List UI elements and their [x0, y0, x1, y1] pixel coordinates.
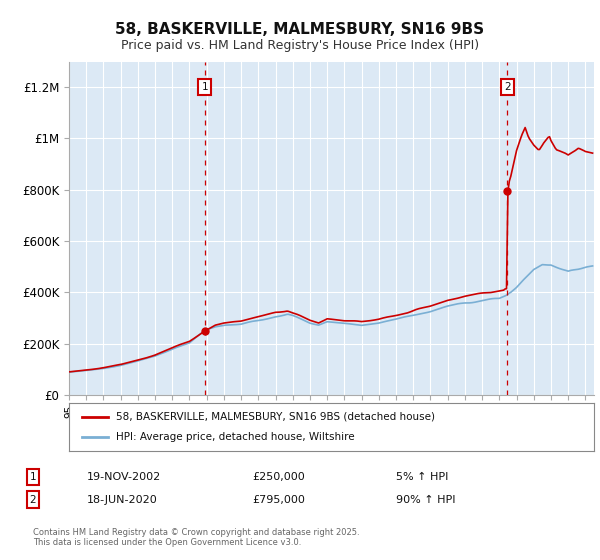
Text: 2: 2 [504, 82, 511, 92]
Text: 1: 1 [29, 472, 37, 482]
Text: 90% ↑ HPI: 90% ↑ HPI [396, 494, 455, 505]
Text: 1: 1 [202, 82, 208, 92]
Text: £795,000: £795,000 [252, 494, 305, 505]
Text: Contains HM Land Registry data © Crown copyright and database right 2025.
This d: Contains HM Land Registry data © Crown c… [33, 528, 359, 547]
Text: 2: 2 [29, 494, 37, 505]
Text: HPI: Average price, detached house, Wiltshire: HPI: Average price, detached house, Wilt… [116, 432, 355, 442]
Text: £250,000: £250,000 [252, 472, 305, 482]
Text: 5% ↑ HPI: 5% ↑ HPI [396, 472, 448, 482]
Text: Price paid vs. HM Land Registry's House Price Index (HPI): Price paid vs. HM Land Registry's House … [121, 39, 479, 52]
Text: 58, BASKERVILLE, MALMESBURY, SN16 9BS: 58, BASKERVILLE, MALMESBURY, SN16 9BS [115, 22, 485, 38]
Text: 18-JUN-2020: 18-JUN-2020 [87, 494, 158, 505]
Text: 19-NOV-2002: 19-NOV-2002 [87, 472, 161, 482]
Text: 58, BASKERVILLE, MALMESBURY, SN16 9BS (detached house): 58, BASKERVILLE, MALMESBURY, SN16 9BS (d… [116, 412, 435, 422]
